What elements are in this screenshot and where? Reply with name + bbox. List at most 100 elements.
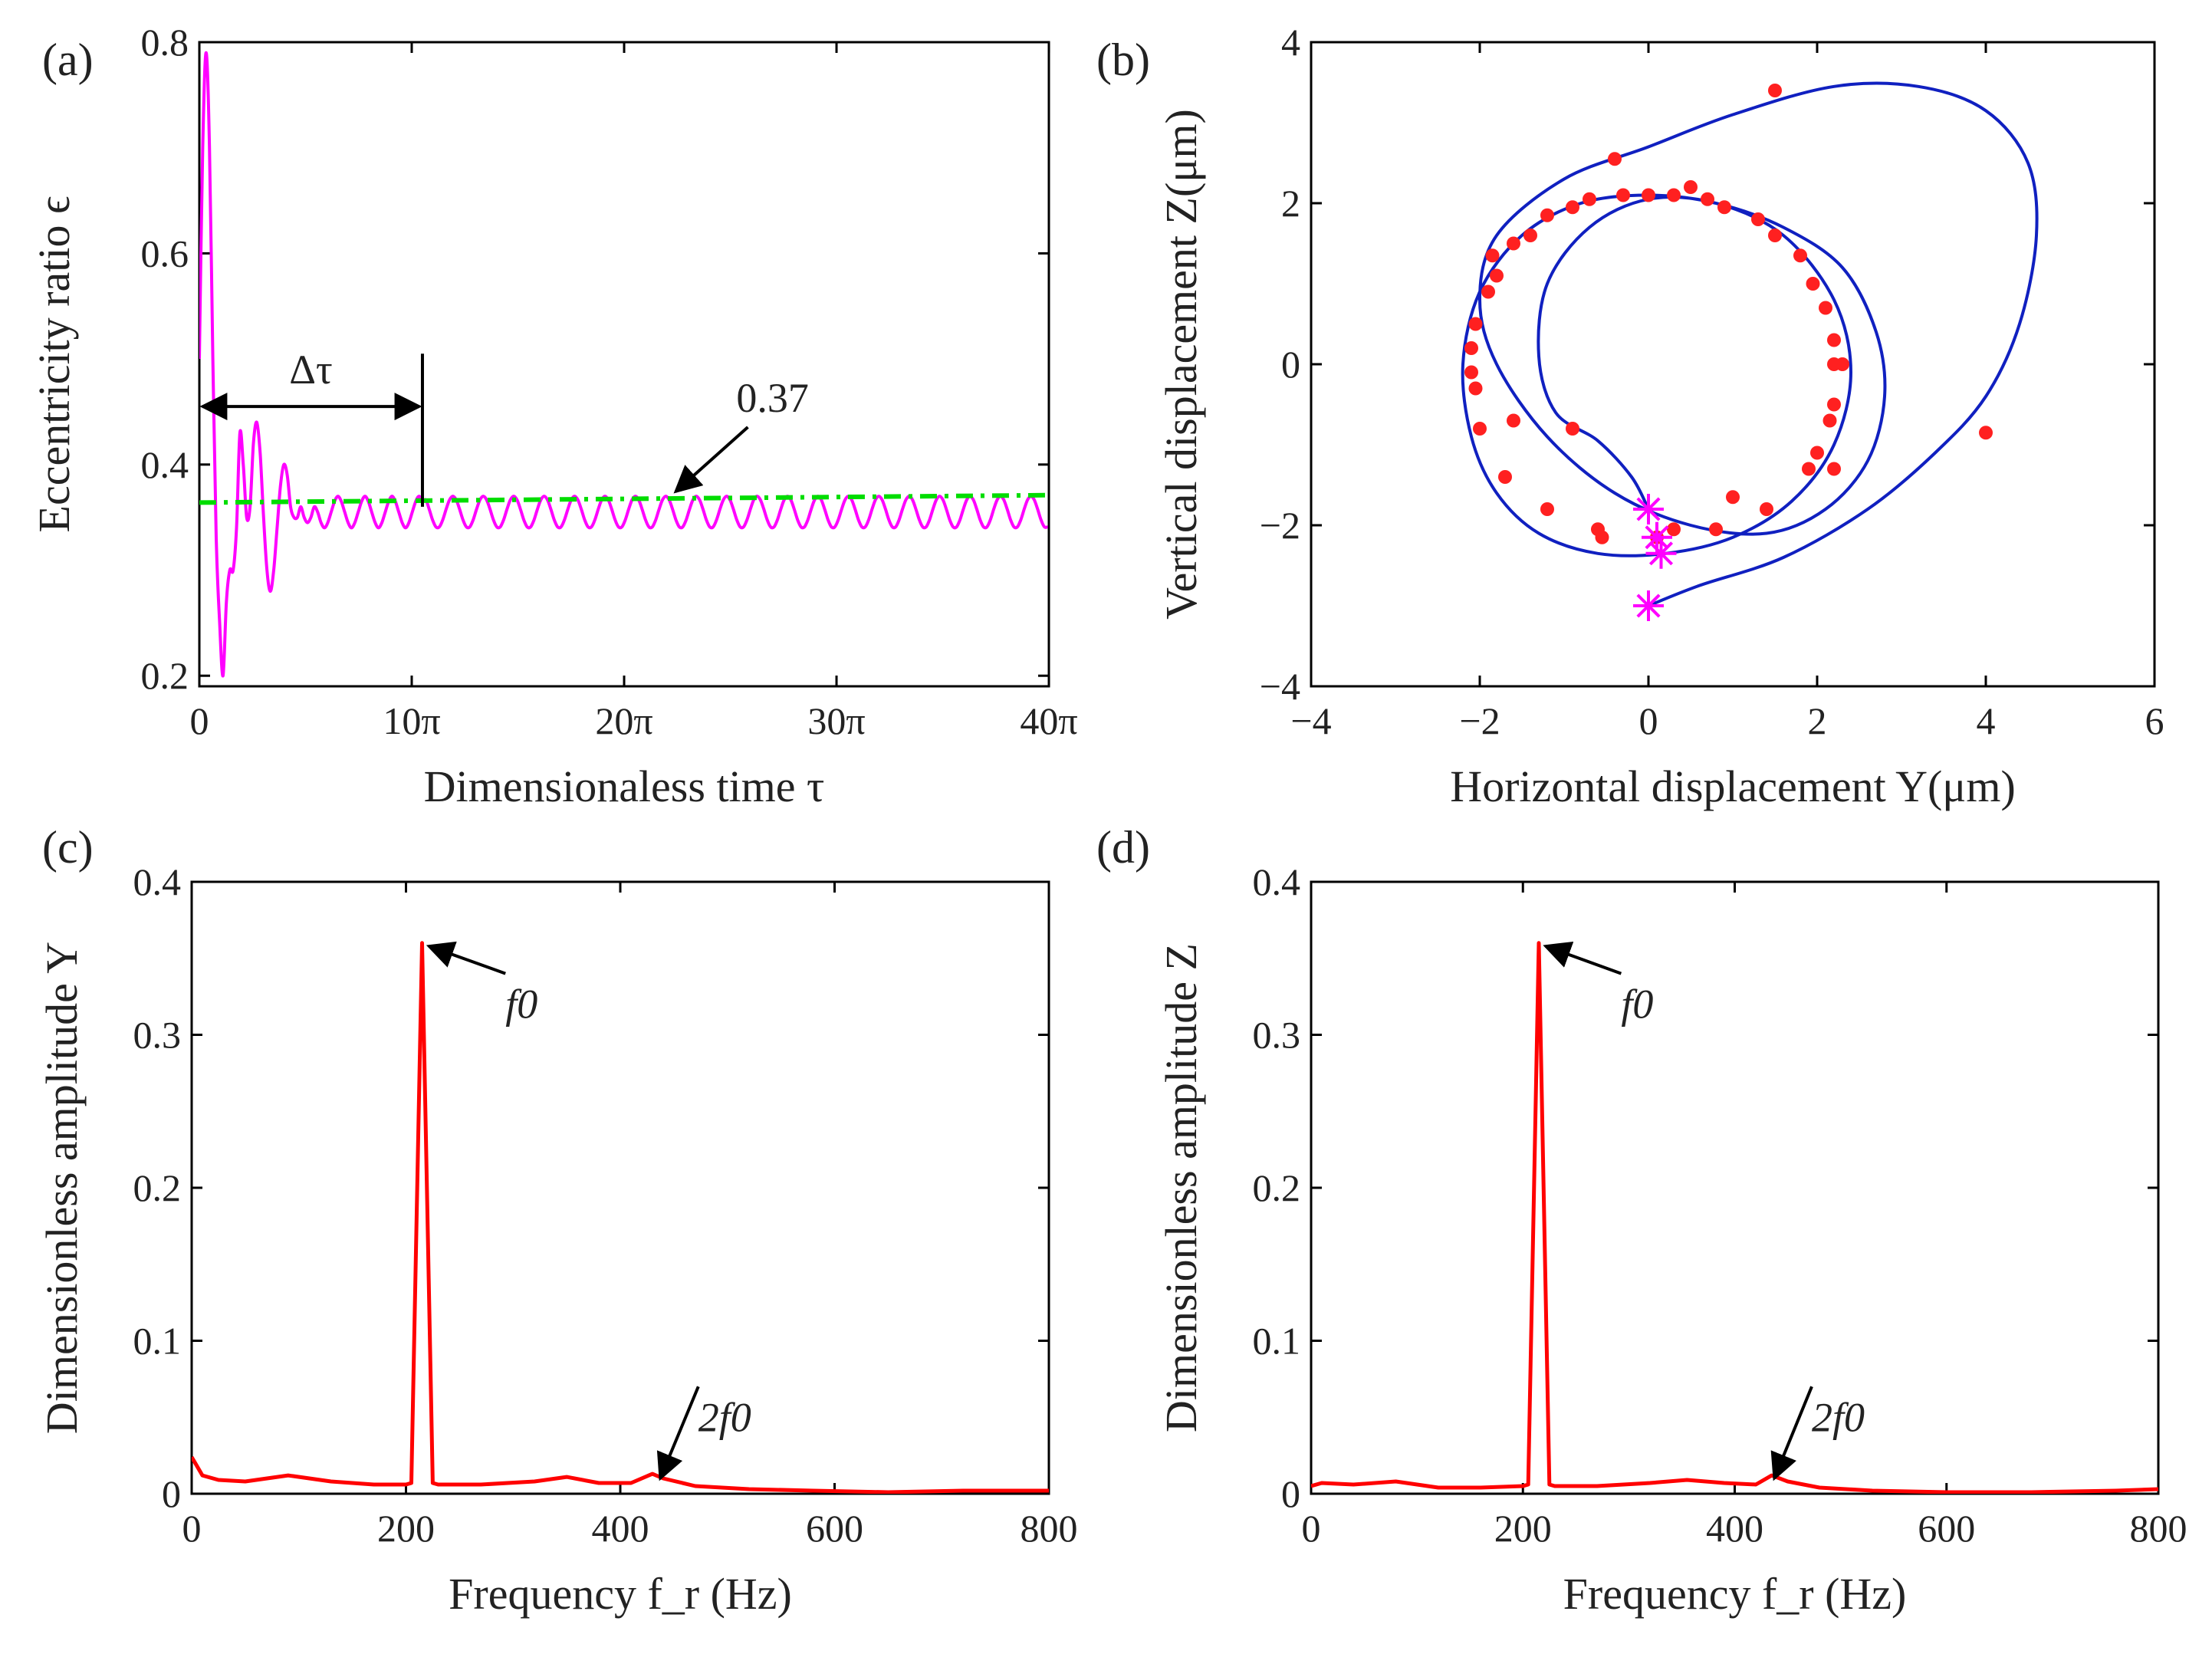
x-tick-label: 600 xyxy=(806,1507,863,1550)
x-tick-label: 6 xyxy=(2145,699,2164,742)
x-tick-label: −2 xyxy=(1459,699,1500,742)
orbit-sample-point xyxy=(1566,422,1579,436)
orbit-sample-point xyxy=(1468,317,1483,331)
spectrum-line xyxy=(1311,941,2158,1494)
x-tick-label: 40π xyxy=(1020,699,1077,742)
y-tick-label: 0 xyxy=(1281,343,1300,386)
x-tick-label: 0 xyxy=(1302,1507,1321,1550)
panel-label-a: (a) xyxy=(42,35,94,85)
x-axis-label: Horizontal displacement Y(μm) xyxy=(1450,761,2016,811)
chart-panel-a: 0 10π 20π 30π 40π 0.2 0.4 0.6 0.8 Dimensionaless … xyxy=(29,21,1078,811)
orbit-sample-point xyxy=(1810,446,1824,460)
y-tick-label: 0.6 xyxy=(141,232,189,275)
spectrum-line xyxy=(192,941,1049,1494)
orbit-sample-point xyxy=(1507,236,1520,251)
x-tick-label: 800 xyxy=(2130,1507,2187,1550)
interval-label: Δτ xyxy=(289,347,332,393)
orbit-sample-point xyxy=(1583,192,1596,206)
y-tick-label: 0.3 xyxy=(133,1014,182,1057)
panel-label-d: (d) xyxy=(1096,822,1150,873)
x-tick-label: 0 xyxy=(1639,699,1658,742)
y-tick-label: 0.2 xyxy=(133,1166,182,1209)
annotation-label: 2f0 xyxy=(1812,1394,1865,1440)
y-tick-label: 0.8 xyxy=(141,21,189,64)
series-line-mean xyxy=(199,492,1049,505)
orbit-sample-point xyxy=(1490,268,1504,283)
x-tick-label: 4 xyxy=(1977,699,1996,742)
orbit-sample-point xyxy=(1667,188,1681,202)
orbit-sample-point xyxy=(1684,180,1698,194)
orbit-sample-point xyxy=(1819,301,1832,315)
y-tick-label: 0.2 xyxy=(141,654,189,697)
panel-label-c: (c) xyxy=(42,822,94,873)
x-tick-label: 30π xyxy=(807,699,865,742)
orbit-sample-point xyxy=(1827,333,1841,347)
x-axis-label: Dimensionaless time τ xyxy=(424,761,825,811)
orbit-sample-point xyxy=(1608,152,1622,166)
chart-panel-b: −4 −2 0 2 4 6 −4 −2 0 2 4 Horizontal displacement Y… xyxy=(1156,21,2164,811)
panel-label-b: (b) xyxy=(1096,35,1150,85)
orbit-sample-point xyxy=(1701,192,1714,206)
orbit-sample-point xyxy=(1827,357,1841,371)
x-tick-label: 20π xyxy=(595,699,652,742)
orbit-sample-point xyxy=(1823,413,1837,428)
orbit-sample-point xyxy=(1827,397,1841,412)
orbit-sample-point xyxy=(1768,84,1782,97)
series-line-eccentricity xyxy=(199,51,1048,678)
y-tick-label: 0.4 xyxy=(1253,860,1301,903)
asterisk-stroke xyxy=(1648,541,1674,566)
x-tick-label: −4 xyxy=(1290,699,1331,742)
orbit-sample-point xyxy=(1540,208,1554,222)
x-tick-label: 400 xyxy=(592,1507,649,1550)
x-axis-label: Frequency f_r (Hz) xyxy=(1563,1569,1907,1619)
orbit-sample-point xyxy=(1726,490,1740,505)
y-tick-label: 4 xyxy=(1281,21,1300,64)
orbit-sample-point xyxy=(1507,413,1520,428)
orbit-sample-point xyxy=(1485,248,1500,263)
y-tick-label: 0.3 xyxy=(1253,1014,1301,1057)
y-tick-label: 0.1 xyxy=(133,1320,182,1363)
plot-frame xyxy=(1310,41,2156,688)
y-tick-label: 0 xyxy=(162,1472,181,1515)
orbit-sample-point xyxy=(1523,229,1537,242)
orbit-sample-point xyxy=(1827,462,1841,476)
y-tick-label: 0 xyxy=(1281,1472,1300,1515)
x-tick-label: 200 xyxy=(1494,1507,1552,1550)
annotation-arrow xyxy=(656,1386,700,1481)
orbit-sample-point xyxy=(1468,381,1483,396)
y-tick-label: 0.4 xyxy=(141,443,189,486)
orbit-sample-point xyxy=(1709,522,1723,537)
orbit-sample-point xyxy=(1464,341,1478,355)
y-tick-label: −4 xyxy=(1260,665,1300,708)
y-axis-label: Vertical displacement Z(μm) xyxy=(1156,109,1206,620)
orbit-sample-point xyxy=(1979,426,1993,440)
annotation-arrow xyxy=(1543,941,1622,975)
orbit-sample-point xyxy=(1464,365,1478,380)
orbit-sample-point xyxy=(1760,502,1773,516)
x-tick-label: 600 xyxy=(1918,1507,1975,1550)
annotation-label: 2f0 xyxy=(698,1394,751,1440)
annotation-label: f0 xyxy=(505,982,537,1028)
y-axis-label: Eccentricity ratio ϵ xyxy=(29,196,79,533)
annotation-label: f0 xyxy=(1621,982,1653,1028)
plot-frame xyxy=(1310,880,2160,1495)
x-tick-label: 10π xyxy=(383,699,440,742)
orbit-sample-point xyxy=(1806,277,1820,291)
x-tick-label: 400 xyxy=(1706,1507,1763,1550)
orbit-sample-point xyxy=(1540,502,1554,516)
orbit-sample-point xyxy=(1481,284,1495,299)
orbit-sample-point xyxy=(1591,522,1605,537)
orbit-sample-point xyxy=(1616,188,1630,202)
annotation-label: 0.37 xyxy=(736,375,809,421)
annotation-arrow xyxy=(426,941,506,975)
orbit-sample-point xyxy=(1566,200,1579,215)
orbit-sample-point xyxy=(1793,248,1807,263)
x-tick-label: 0 xyxy=(182,1507,202,1550)
orbit-sample-point xyxy=(1498,470,1512,484)
x-tick-label: 200 xyxy=(377,1507,435,1550)
asterisk-stroke xyxy=(1645,525,1669,550)
start-asterisk-marker xyxy=(1645,538,1677,569)
x-tick-label: 800 xyxy=(1021,1507,1078,1550)
asterisk-stroke xyxy=(1636,497,1661,521)
annotation-arrow xyxy=(673,426,749,494)
